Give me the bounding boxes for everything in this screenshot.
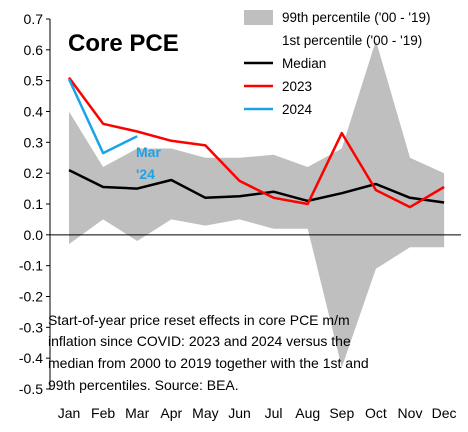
legend-label-1st: 1st percentile ('00 - '19) [282, 33, 422, 48]
chart-caption: Start-of-year price reset effects in cor… [48, 312, 369, 393]
y-tick-label: -0.3 [19, 319, 43, 335]
x-tick-label: Apr [160, 405, 182, 421]
legend-label-median: Median [282, 56, 326, 71]
legend-swatch-band [244, 10, 273, 25]
caption-line-2: inflation since COVID: 2023 and 2024 ver… [48, 333, 351, 349]
x-tick-label: Mar [125, 405, 149, 421]
y-tick-label: 0.3 [24, 134, 44, 150]
series-line-2023 [67, 76, 445, 209]
y-tick-label: 0.4 [24, 104, 44, 120]
x-tick-label: Jul [265, 405, 283, 421]
y-tick-label: 0.6 [24, 42, 44, 58]
y-tick-label: 0.1 [24, 196, 44, 212]
y-tick-label: 0.5 [24, 73, 44, 89]
y-tick-label: 0.2 [24, 165, 44, 181]
x-tick-label: May [192, 405, 218, 421]
series-line-median [68, 168, 445, 204]
series-layer [67, 76, 445, 209]
percentile-band [69, 40, 445, 368]
y-tick-label: 0.7 [24, 11, 44, 27]
legend-label-2023: 2023 [282, 79, 312, 94]
caption-line-1: Start-of-year price reset effects in cor… [48, 312, 350, 328]
x-tick-label: Jun [228, 405, 251, 421]
annotation-line-2: '24 [136, 166, 155, 182]
percentile-band-layer [69, 40, 445, 368]
caption-line-4: 99th percentiles. Source: BEA. [48, 377, 239, 393]
x-tick-label: Dec [432, 405, 457, 421]
x-tick-label: Aug [295, 405, 320, 421]
x-tick-label: Sep [329, 405, 354, 421]
y-tick-label: -0.4 [19, 350, 43, 366]
x-tick-label: Oct [365, 405, 387, 421]
caption-line-3: median from 2000 to 2019 together with t… [48, 355, 369, 371]
x-tick-label: Jan [58, 405, 81, 421]
y-tick-label: 0.0 [24, 227, 44, 243]
x-tick-label: Feb [91, 405, 115, 421]
legend-label-99th: 99th percentile ('00 - '19) [282, 10, 431, 25]
mar-24-annotation: Mar '24 [136, 144, 161, 182]
annotation-line-1: Mar [136, 144, 161, 160]
chart-title: Core PCE [68, 30, 179, 57]
x-tick-label: Nov [398, 405, 423, 421]
series-line-2024 [67, 78, 138, 155]
legend: 99th percentile ('00 - '19) 1st percenti… [244, 10, 431, 117]
y-tick-label: -0.1 [19, 258, 43, 274]
y-tick-label: -0.2 [19, 289, 43, 305]
y-tick-label: -0.5 [19, 381, 43, 397]
axis-layer: 0.7 0.6 0.5 0.4 0.3 0.2 0.1 0.0 -0.1 -0.2 -0.3 -0.4… [19, 11, 461, 421]
legend-label-2024: 2024 [282, 102, 313, 117]
